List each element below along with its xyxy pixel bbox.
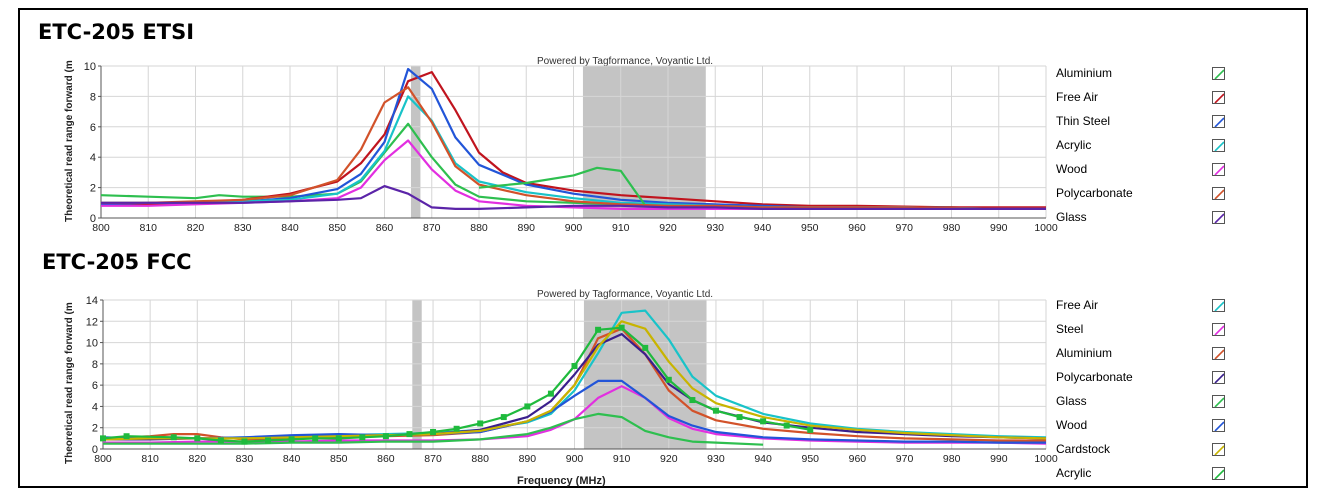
x-tick-label-etsi-20: 1000	[1034, 222, 1058, 234]
y-tick-label-etsi-4: 8	[90, 91, 96, 103]
chart-credit-fcc: Powered by Tagformance, Voyantic Ltd.	[537, 289, 714, 300]
legend-label-fcc-7: Acrylic	[1056, 466, 1092, 480]
x-tick-label-etsi-7: 870	[423, 222, 441, 234]
legend-swatch-etsi-2[interactable]	[1212, 115, 1225, 128]
legend-swatch-etsi-4[interactable]	[1212, 163, 1225, 176]
y-tick-label-etsi-2: 4	[90, 152, 96, 164]
x-tick-label-etsi-10: 900	[565, 222, 583, 234]
legend-label-fcc-1: Steel	[1056, 322, 1084, 336]
x-tick-label-etsi-0: 800	[92, 222, 110, 234]
legend-label-etsi-3: Acrylic	[1056, 138, 1092, 152]
legend-label-fcc-3: Polycarbonate	[1056, 370, 1133, 384]
x-tick-label-etsi-8: 880	[470, 222, 488, 234]
y-tick-label-etsi-1: 2	[90, 183, 96, 195]
shaded-band-etsi-0	[410, 66, 421, 218]
x-tick-label-etsi-3: 830	[234, 222, 252, 234]
legend-swatch-etsi-1[interactable]	[1212, 91, 1225, 104]
x-tick-label-etsi-12: 920	[659, 222, 677, 234]
legend-label-fcc-4: Glass	[1056, 394, 1087, 408]
y-tick-label-etsi-5: 10	[84, 61, 96, 73]
series-line-etsi-5	[101, 86, 1046, 210]
x-tick-label-etsi-6: 860	[376, 222, 394, 234]
x-tick-label-etsi-18: 980	[943, 222, 961, 234]
legend-swatch-fcc-0[interactable]	[1212, 299, 1225, 312]
chart-credit-etsi: Powered by Tagformance, Voyantic Ltd.	[537, 56, 714, 67]
legend-swatch-fcc-1[interactable]	[1212, 323, 1225, 336]
series-line-etsi-6	[101, 185, 1046, 210]
y-axis-label-fcc: Theoretical read range forward (m	[64, 302, 75, 464]
series-line-etsi-7	[478, 166, 646, 205]
x-tick-label-etsi-9: 890	[517, 222, 535, 234]
x-tick-label-etsi-16: 960	[848, 222, 866, 234]
legend-swatch-fcc-2[interactable]	[1212, 347, 1225, 360]
legend-label-fcc-5: Wood	[1056, 418, 1088, 432]
legend-swatch-fcc-7[interactable]	[1212, 467, 1225, 480]
x-tick-label-etsi-15: 950	[801, 222, 819, 234]
y-tick-label-etsi-0: 0	[90, 213, 96, 225]
legend-label-etsi-2: Thin Steel	[1056, 114, 1111, 128]
legend-label-etsi-1: Free Air	[1056, 90, 1099, 104]
legend-swatch-fcc-5[interactable]	[1212, 419, 1225, 432]
legend-swatch-etsi-6[interactable]	[1212, 211, 1225, 224]
x-tick-label-etsi-13: 930	[706, 222, 724, 234]
chart-title-etsi: ETC-205 ETSI	[38, 20, 195, 44]
x-tick-label-etsi-11: 910	[612, 222, 630, 234]
legend-label-etsi-6: Glass	[1056, 210, 1087, 224]
x-tick-label-etsi-19: 990	[990, 222, 1008, 234]
legend-swatch-fcc-4[interactable]	[1212, 395, 1225, 408]
x-tick-label-etsi-5: 850	[328, 222, 346, 234]
legend-label-fcc-6: Cardstock	[1056, 442, 1111, 456]
x-axis-label-fcc: Frequency (MHz)	[517, 475, 606, 487]
legend-label-etsi-5: Polycarbonate	[1056, 186, 1133, 200]
chart-title-fcc: ETC-205 FCC	[42, 250, 192, 274]
legend-swatch-fcc-6[interactable]	[1212, 443, 1225, 456]
legend-label-etsi-0: Aluminium	[1056, 66, 1113, 80]
legend-swatch-etsi-5[interactable]	[1212, 187, 1225, 200]
series-line-etsi-1	[101, 70, 1046, 209]
shaded-band-etsi-1	[582, 66, 706, 218]
legend-swatch-fcc-3[interactable]	[1212, 371, 1225, 384]
figure-frame	[18, 8, 1308, 488]
legend-label-fcc-2: Aluminium	[1056, 346, 1113, 360]
x-tick-label-etsi-2: 820	[187, 222, 205, 234]
x-tick-label-etsi-1: 810	[139, 222, 157, 234]
legend-swatch-etsi-0[interactable]	[1212, 67, 1225, 80]
legend-label-etsi-4: Wood	[1056, 162, 1088, 176]
x-tick-label-etsi-14: 940	[754, 222, 772, 234]
x-tick-label-etsi-17: 970	[895, 222, 913, 234]
x-tick-label-etsi-4: 840	[281, 222, 299, 234]
legend-swatch-etsi-3[interactable]	[1212, 139, 1225, 152]
legend-label-fcc-0: Free Air	[1056, 298, 1099, 312]
y-tick-label-etsi-3: 6	[90, 122, 96, 134]
